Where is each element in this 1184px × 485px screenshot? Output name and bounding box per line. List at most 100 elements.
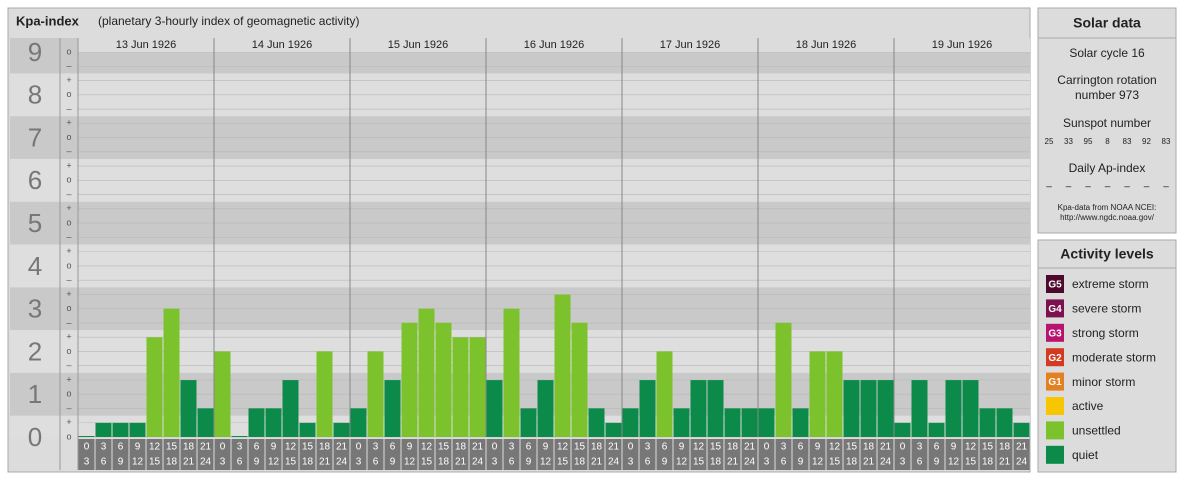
hour-box (1013, 439, 1030, 470)
hour-label: 21 (608, 442, 620, 453)
hour-box (673, 439, 690, 470)
bar (894, 422, 911, 437)
hour-box (843, 439, 860, 470)
ap-value: – (1066, 182, 1072, 193)
bar (962, 380, 979, 437)
hour-label: 15 (557, 457, 569, 468)
hour-label: 12 (421, 442, 433, 453)
hour-box (724, 439, 741, 470)
hour-label: 9 (815, 442, 821, 453)
hour-label: 9 (254, 457, 260, 468)
hour-box (826, 439, 843, 470)
hour-label: 15 (166, 442, 178, 453)
hour-label: 6 (390, 442, 396, 453)
hour-label: 0 (84, 442, 90, 453)
date-label: 13 Jun 1926 (116, 39, 177, 51)
hour-box (860, 439, 877, 470)
y-tick-label: 4 (28, 251, 42, 281)
hour-label: 21 (727, 457, 739, 468)
hour-label: 9 (679, 442, 685, 453)
hour-label: 18 (302, 457, 314, 468)
sunspot-title: Sunspot number (1063, 116, 1151, 130)
ap-value: – (1105, 182, 1111, 193)
hour-label: 0 (628, 442, 634, 453)
bar (265, 408, 282, 437)
hour-box (299, 439, 316, 470)
hour-label: 24 (608, 457, 620, 468)
date-label: 16 Jun 1926 (524, 39, 585, 51)
hour-label: 24 (880, 457, 892, 468)
hour-label: 18 (591, 442, 603, 453)
hour-label: 18 (319, 442, 331, 453)
hour-label: 15 (302, 442, 314, 453)
minor-tick-label: – (66, 232, 71, 242)
bar (146, 337, 163, 437)
bar (928, 422, 945, 437)
date-row (78, 38, 1030, 52)
hour-label: 9 (798, 457, 804, 468)
carrington: number 973 (1075, 88, 1139, 102)
minor-tick-label: – (66, 103, 71, 113)
bar (163, 308, 180, 437)
hour-label: 21 (200, 442, 212, 453)
ap-value: – (1163, 182, 1169, 193)
level-swatch (1046, 372, 1064, 391)
level-swatch (1046, 323, 1064, 342)
bar (792, 408, 809, 437)
hour-label: 9 (526, 457, 532, 468)
date-label: 15 Jun 1926 (388, 39, 449, 51)
hour-box (979, 439, 996, 470)
solar-cycle: Solar cycle 16 (1069, 46, 1145, 60)
y-tick-label: 5 (28, 208, 42, 238)
hour-label: 18 (574, 457, 586, 468)
minor-tick-label: – (66, 146, 71, 156)
hour-box (469, 439, 486, 470)
hour-label: 21 (1016, 442, 1028, 453)
hour-box (350, 439, 367, 470)
hour-box (112, 439, 129, 470)
hour-label: 6 (373, 457, 379, 468)
level-swatch (1046, 421, 1064, 440)
hour-label: 21 (880, 442, 892, 453)
bar (588, 408, 605, 437)
hour-label: 0 (900, 442, 906, 453)
hour-label: 18 (166, 457, 178, 468)
level-code: G1 (1048, 377, 1062, 388)
hour-label: 15 (574, 442, 586, 453)
hour-box (282, 439, 299, 470)
hour-label: 9 (662, 457, 668, 468)
y-tick-label: 7 (28, 122, 42, 152)
bar (826, 351, 843, 437)
hour-label: 12 (557, 442, 569, 453)
solar-panel (1037, 7, 1177, 234)
bar (78, 436, 95, 437)
hour-label: 12 (268, 457, 280, 468)
minor-tick-label: o (66, 431, 71, 441)
hour-label: 21 (336, 442, 348, 453)
hour-label: 24 (200, 457, 212, 468)
bar (214, 351, 231, 437)
hour-box (877, 439, 894, 470)
date-label: 14 Jun 1926 (252, 39, 313, 51)
hour-box (231, 439, 248, 470)
level-label: minor storm (1072, 375, 1135, 389)
solar-title: Solar data (1073, 15, 1141, 31)
title: Kpa-index (16, 13, 80, 28)
hour-box (622, 439, 639, 470)
level-label: severe storm (1072, 302, 1141, 316)
hour-label: 6 (526, 442, 532, 453)
hour-label: 21 (591, 457, 603, 468)
hour-label: 6 (934, 442, 940, 453)
hour-label: 18 (863, 442, 875, 453)
bar (673, 408, 690, 437)
hour-label: 12 (149, 442, 161, 453)
hour-box (554, 439, 571, 470)
hour-label: 15 (829, 457, 841, 468)
bar (571, 322, 588, 437)
hour-label: 21 (999, 457, 1011, 468)
bar (639, 380, 656, 437)
source-url: http://www.ngdc.noaa.gov/ (1060, 213, 1155, 222)
hour-label: 3 (628, 457, 634, 468)
minor-tick-label: – (66, 403, 71, 413)
hour-label: 24 (744, 457, 756, 468)
